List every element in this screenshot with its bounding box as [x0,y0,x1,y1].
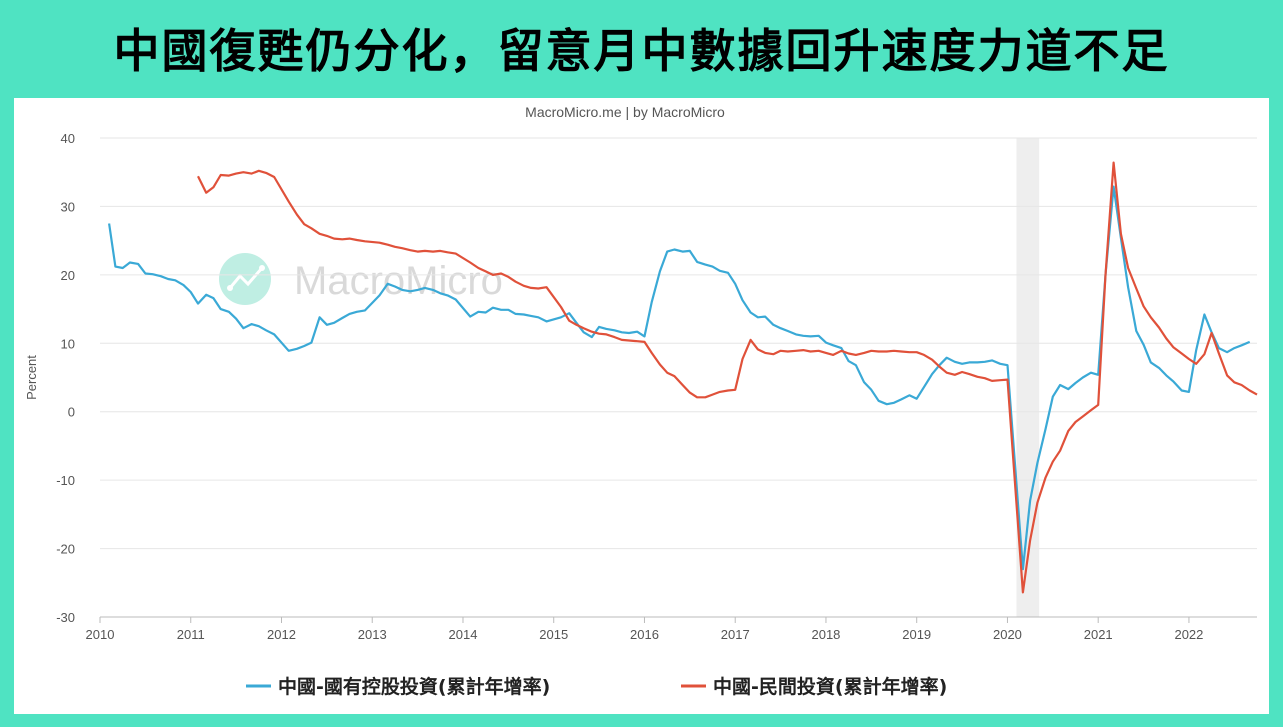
y-tick-label: 30 [61,199,75,214]
y-tick-label: -30 [56,610,75,625]
page-title: 中國復甦仍分化，留意月中數據回升速度力道不足 [113,24,1170,78]
recession-band [1016,138,1040,617]
line-chart: MacroMicro.me | by MacroMicro MacroMicro… [24,104,1258,698]
watermark: MacroMicro [219,253,503,305]
legend-label-state-owned: 中國-國有控股投資(累計年增率) [278,675,550,698]
x-tick-label: 2021 [1084,627,1113,642]
y-tick-label: 0 [68,405,75,420]
x-tick-label: 2017 [721,627,750,642]
x-tick-label: 2020 [993,627,1022,642]
chart-credit: MacroMicro.me | by MacroMicro [525,104,725,120]
watermark-text: MacroMicro [294,259,503,303]
chart-panel: MacroMicro.me | by MacroMicro MacroMicro… [14,98,1269,714]
x-tick-label: 2016 [630,627,659,642]
y-tick-label: 40 [61,131,75,146]
legend-item-private[interactable]: 中國-民間投資(累計年增率) [681,675,947,698]
series-line-state-owned [108,185,1251,571]
macromicro-logo-icon [219,253,271,305]
x-tick-label: 2010 [86,627,115,642]
x-tick-label: 2014 [449,627,478,642]
x-tick-label: 2013 [358,627,387,642]
series-line-private [197,161,1258,594]
y-axis-ticks: -30 -20 -10 0 10 20 30 40 [56,131,75,625]
y-tick-label: -20 [56,542,75,557]
x-axis-ticks: 2010 2011 2012 2013 2014 2015 2016 2017 2018 2019… [86,617,1203,642]
x-tick-label: 2011 [177,627,205,642]
series-lines [108,161,1258,594]
x-tick-label: 2019 [902,627,931,642]
x-tick-label: 2018 [811,627,840,642]
x-tick-label: 2022 [1174,627,1203,642]
y-tick-label: -10 [56,473,75,488]
x-tick-label: 2015 [539,627,568,642]
legend: 中國-國有控股投資(累計年增率) 中國-民間投資(累計年增率) [246,675,947,698]
y-tick-label: 10 [61,336,75,351]
y-tick-label: 20 [61,268,75,283]
y-axis-label: Percent [24,355,39,400]
legend-label-private: 中國-民間投資(累計年增率) [713,675,947,698]
x-tick-label: 2012 [267,627,296,642]
legend-item-state-owned[interactable]: 中國-國有控股投資(累計年增率) [246,675,550,698]
